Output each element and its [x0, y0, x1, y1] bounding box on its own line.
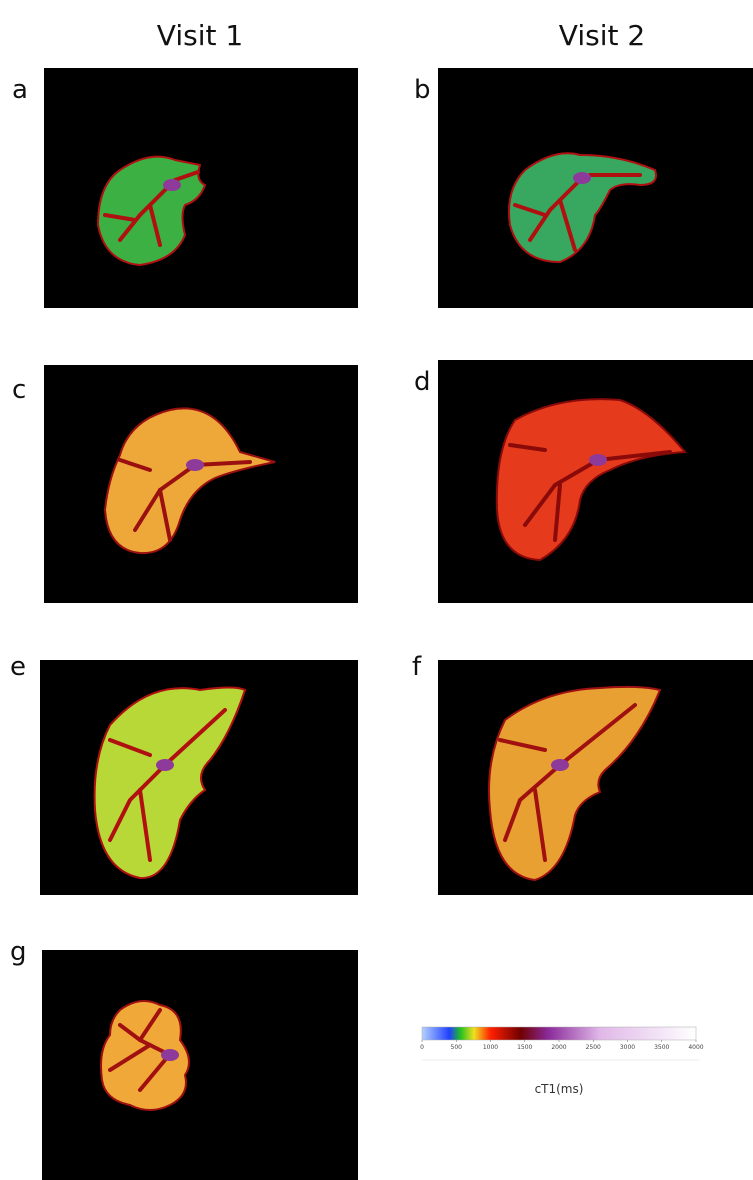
- colorbar-tick-label: 2000: [551, 1044, 566, 1051]
- panel-label: b: [414, 75, 431, 105]
- colorbar-tick-label: 1000: [483, 1044, 498, 1051]
- column-header: Visit 2: [559, 19, 645, 52]
- panel-label: f: [412, 652, 422, 682]
- hilum: [163, 179, 181, 191]
- figure: Visit 1 Visit 2 a b c d e f g 0 500 1000 1500 2000 2…: [0, 0, 753, 1180]
- hilum: [161, 1049, 179, 1061]
- scan-image: [42, 950, 358, 1180]
- hilum: [573, 172, 591, 184]
- colorbar-tick-label: 3000: [620, 1044, 635, 1051]
- panel-label: d: [414, 367, 431, 397]
- colorbar-tick-label: 3500: [654, 1044, 669, 1051]
- panel-label: e: [10, 652, 26, 682]
- column-header: Visit 1: [157, 19, 243, 52]
- colorbar-tick-label: 1500: [517, 1044, 532, 1051]
- hilum: [589, 454, 607, 466]
- panel-label: a: [12, 75, 28, 105]
- panel-label: c: [12, 375, 26, 405]
- colorbar-tick-label: 0: [420, 1044, 424, 1051]
- hilum: [186, 459, 204, 471]
- hilum: [156, 759, 174, 771]
- panel-label: g: [10, 937, 27, 967]
- colorbar-tick-label: 2500: [586, 1044, 601, 1051]
- colorbar: [422, 1027, 696, 1040]
- colorbar-label: cT1(ms): [535, 1082, 584, 1096]
- colorbar-tick-label: 500: [451, 1044, 463, 1051]
- colorbar-tick-label: 4000: [688, 1044, 703, 1051]
- hilum: [551, 759, 569, 771]
- scan-image: [438, 360, 753, 603]
